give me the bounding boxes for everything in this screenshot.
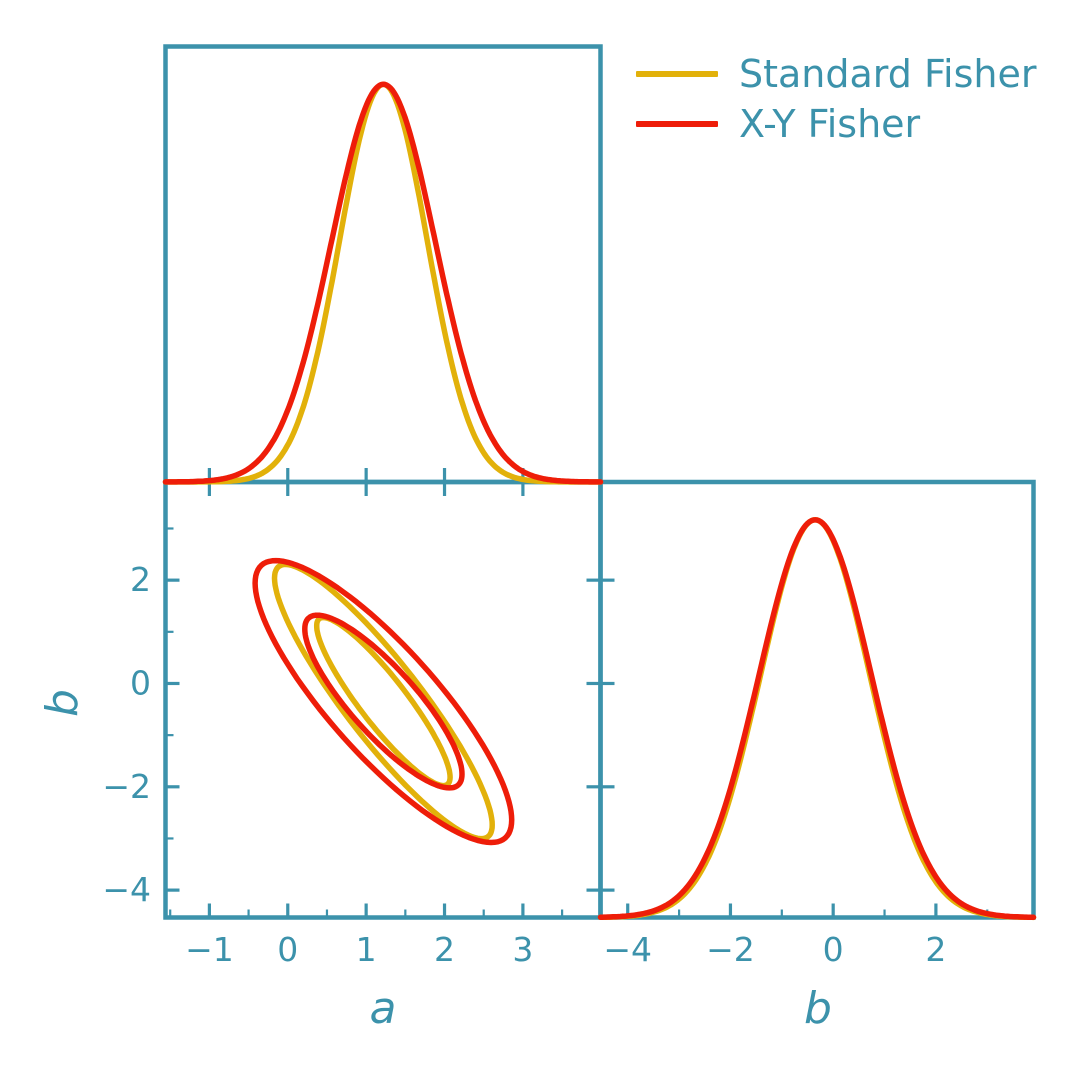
b-tick-label: −2 [706,930,755,969]
b-yaxis-label: b [37,689,88,717]
legend: Standard Fisher X-Y Fisher [636,49,1037,149]
standard-fisher-confidence-ellipse-inner [313,614,453,789]
panel-b-marginal-border [598,479,1036,920]
standard-fisher-a-marginal-curve [162,81,604,485]
b-tick-label: 2 [925,930,946,969]
panel-a-marginal-border [163,44,603,485]
b-tick-label: 0 [823,930,844,969]
x-y-fisher-a-marginal-curve [162,81,604,485]
standard-fisher-legend-label: Standard Fisher [739,52,1037,96]
x-y-fisher-confidence-ellipse-outer [252,557,515,846]
a-axis-label: a [369,983,397,1034]
a-tick-label: −1 [185,930,234,969]
b-axis-label: b [804,983,832,1034]
b-ytick-label: 0 [130,663,151,702]
b-ytick-label: −4 [102,870,151,909]
legend-item-standard-fisher: Standard Fisher [636,49,1037,99]
x-y-fisher-confidence-ellipse-inner [302,612,465,791]
xy-fisher-line-swatch [636,121,718,127]
legend-item-xy-fisher: X-Y Fisher [636,99,1037,149]
x-y-fisher-b-marginal-curve [597,517,1037,921]
xy-fisher-legend-label: X-Y Fisher [739,102,921,146]
b-ytick-label: −2 [102,767,151,806]
b-tick-label: −4 [603,930,652,969]
panel-ab-joint-border [163,479,603,920]
a-tick-label: 1 [356,930,377,969]
standard-fisher-confidence-ellipse-outer [271,561,495,842]
standard-fisher-b-marginal-curve [597,517,1037,921]
a-tick-label: 2 [434,930,455,969]
a-tick-label: 3 [512,930,533,969]
a-tick-label: 0 [277,930,298,969]
tick-labels: −1 0 1 2 3 −4 −2 0 2 −4 −2 0 2 [102,560,946,969]
ticks [165,468,989,918]
b-ytick-label: 2 [130,560,151,599]
standard-fisher-line-swatch [636,71,718,77]
